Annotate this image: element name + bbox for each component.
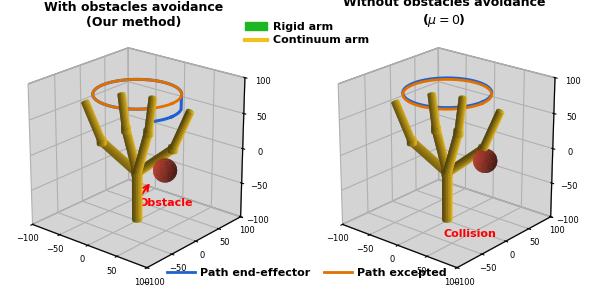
- Text: Collision: Collision: [444, 229, 497, 239]
- Legend: Path end-effector, Path excepted: Path end-effector, Path excepted: [163, 264, 451, 283]
- Legend: Rigid arm, Continuum arm: Rigid arm, Continuum arm: [241, 17, 373, 50]
- Text: Obstacle: Obstacle: [139, 198, 193, 208]
- Title: Without obstacles avoidance
($\mu = 0$): Without obstacles avoidance ($\mu = 0$): [342, 0, 545, 29]
- Title: With obstacles avoidance
(Our method): With obstacles avoidance (Our method): [44, 1, 223, 29]
